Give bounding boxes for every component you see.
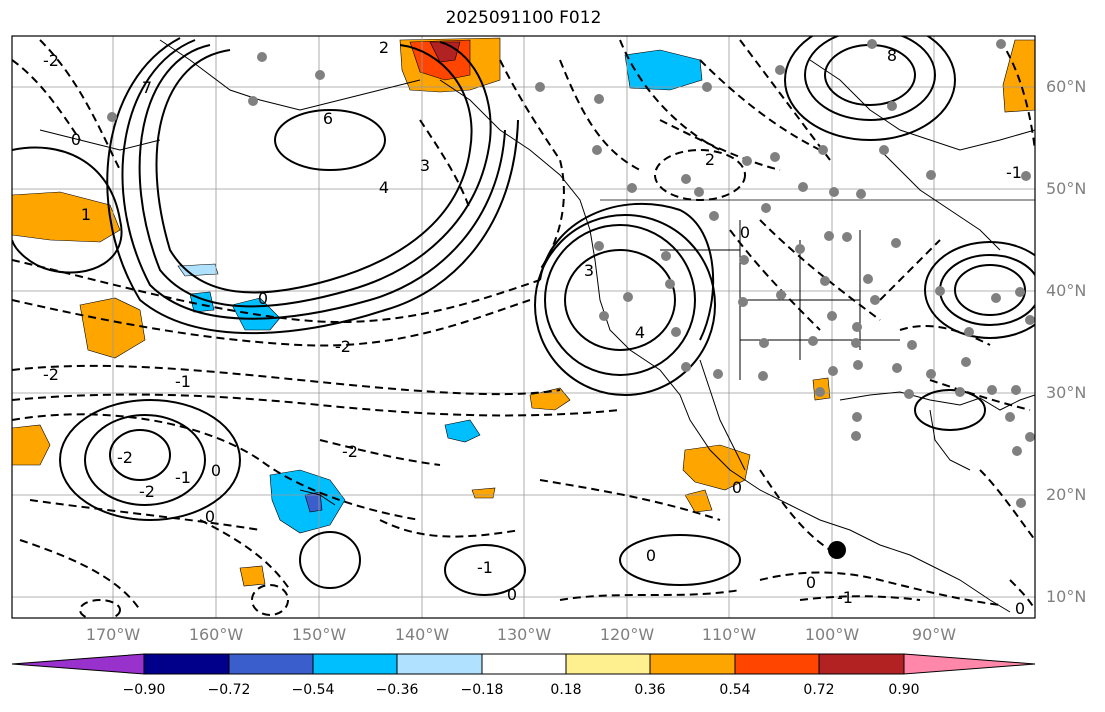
station-dots xyxy=(107,39,1035,508)
orange-patch-small3 xyxy=(239,565,266,587)
contour-high-sw xyxy=(109,429,171,481)
dashed-contours xyxy=(12,39,1035,618)
contour-label: 0 xyxy=(258,289,268,308)
colorbar xyxy=(11,653,1036,675)
colorbar-tick-label: −0.36 xyxy=(375,682,419,698)
contour-label: 0 xyxy=(205,507,215,526)
orange-patch-small1 xyxy=(471,487,496,499)
contour-label: -1 xyxy=(477,558,493,577)
colorbar-tick-label: −0.72 xyxy=(207,682,251,698)
contour-label: -2 xyxy=(139,482,155,501)
lightblue-patch xyxy=(177,263,219,277)
orange-patch-west2 xyxy=(79,297,146,359)
contour-label: 0 xyxy=(740,223,750,242)
contour-label: 0 xyxy=(71,130,81,149)
contour-label: 8 xyxy=(887,46,897,65)
colorbar-tick-label: 0.54 xyxy=(719,682,751,698)
colorbar-segment xyxy=(565,653,651,675)
contour-label: 4 xyxy=(635,323,645,342)
map-marker xyxy=(828,541,846,559)
map-frame xyxy=(11,35,1036,619)
colorbar-tick-label: −0.90 xyxy=(122,682,166,698)
lon-label: 120°W xyxy=(599,625,655,644)
colorbar-segment xyxy=(818,653,905,675)
colorbar-segment xyxy=(143,653,230,675)
orange-patch-mid xyxy=(529,387,571,411)
contour-label: -1 xyxy=(175,372,191,391)
lat-label: 10°N xyxy=(1046,587,1087,606)
lat-label: 30°N xyxy=(1046,383,1087,402)
contour-high-nw-1 xyxy=(274,109,386,171)
colorbar-segment xyxy=(734,653,820,675)
contour-label: 6 xyxy=(323,109,333,128)
map-content: 2 -2 7 6 4 3 1 0 0 -2 -2 -1 2 3 4 0 8 -1… xyxy=(12,36,1035,618)
contour-label: 2 xyxy=(379,38,389,57)
colorbar-segment xyxy=(649,653,736,675)
graticule xyxy=(12,36,1035,618)
contour-label: -1 xyxy=(1006,163,1022,182)
contour-label: 4 xyxy=(379,178,389,197)
lon-label: 170°W xyxy=(85,625,141,644)
colorbar-segment xyxy=(312,653,398,675)
lon-label: 140°W xyxy=(394,625,450,644)
lat-label: 40°N xyxy=(1046,281,1087,300)
orange-patch-sw xyxy=(12,424,51,466)
lat-label: 50°N xyxy=(1046,179,1087,198)
orange-patch-west xyxy=(12,191,121,243)
lon-label: 110°W xyxy=(701,625,757,644)
contour-label: -2 xyxy=(117,448,133,467)
colorbar-segment xyxy=(11,653,145,675)
map-title: 2025091100 F012 xyxy=(445,8,602,28)
contour-label: -1 xyxy=(837,588,853,607)
contour-label: 7 xyxy=(142,78,152,97)
contour-label: 0 xyxy=(646,546,656,565)
colorbar-tick-label: 0.72 xyxy=(803,682,835,698)
colorbar-segment xyxy=(903,653,1036,675)
contour-high-s xyxy=(444,544,526,596)
blue-patch-north xyxy=(624,49,703,91)
lat-label: 60°N xyxy=(1046,77,1087,96)
contour-label: 0 xyxy=(507,585,517,604)
contour-label: 0 xyxy=(1015,599,1025,618)
lon-label: 100°W xyxy=(804,625,860,644)
colorbar-segment xyxy=(481,653,567,675)
contour-label: -2 xyxy=(335,337,351,356)
colorbar-segment xyxy=(396,653,483,675)
contour-label: -2 xyxy=(43,51,59,70)
colorbar-tick-label: −0.18 xyxy=(460,682,504,698)
contour-label: 0 xyxy=(732,478,742,497)
contour-label: -2 xyxy=(342,442,358,461)
contour-label: 3 xyxy=(584,261,594,280)
colorbar-tick-label: 0.36 xyxy=(634,682,666,698)
orange-patch-baja xyxy=(682,444,751,491)
contour-label: -1 xyxy=(175,468,191,487)
lon-label: 130°W xyxy=(496,625,552,644)
colorbar-segment xyxy=(228,653,314,675)
lat-label: 20°N xyxy=(1046,485,1087,504)
colorbar-tick-label: 0.18 xyxy=(550,682,582,698)
contour-label: 3 xyxy=(420,156,430,175)
contour-label: -2 xyxy=(43,365,59,384)
darkblue-patch-hawaii xyxy=(304,491,323,513)
contour-labels: 2 -2 7 6 4 3 1 0 0 -2 -2 -1 2 3 4 0 8 -1… xyxy=(43,38,1025,618)
map-background xyxy=(12,36,1035,618)
contour-low-pac xyxy=(564,249,676,351)
lon-label: 90°W xyxy=(911,625,957,644)
solid-contours xyxy=(12,36,1035,596)
colorbar-tick-label: 0.90 xyxy=(888,682,920,698)
lon-label: 150°W xyxy=(291,625,347,644)
contour-label: 0 xyxy=(806,573,816,592)
contour-label: 2 xyxy=(705,150,715,169)
contour-label: 1 xyxy=(81,205,91,224)
lon-label: 160°W xyxy=(188,625,244,644)
blue-patch-2 xyxy=(444,419,481,443)
contour-high-east xyxy=(954,264,1026,316)
orange-patch-small2 xyxy=(684,489,713,513)
contour-label: 0 xyxy=(211,461,221,480)
colorbar-tick-label: −0.54 xyxy=(291,682,335,698)
